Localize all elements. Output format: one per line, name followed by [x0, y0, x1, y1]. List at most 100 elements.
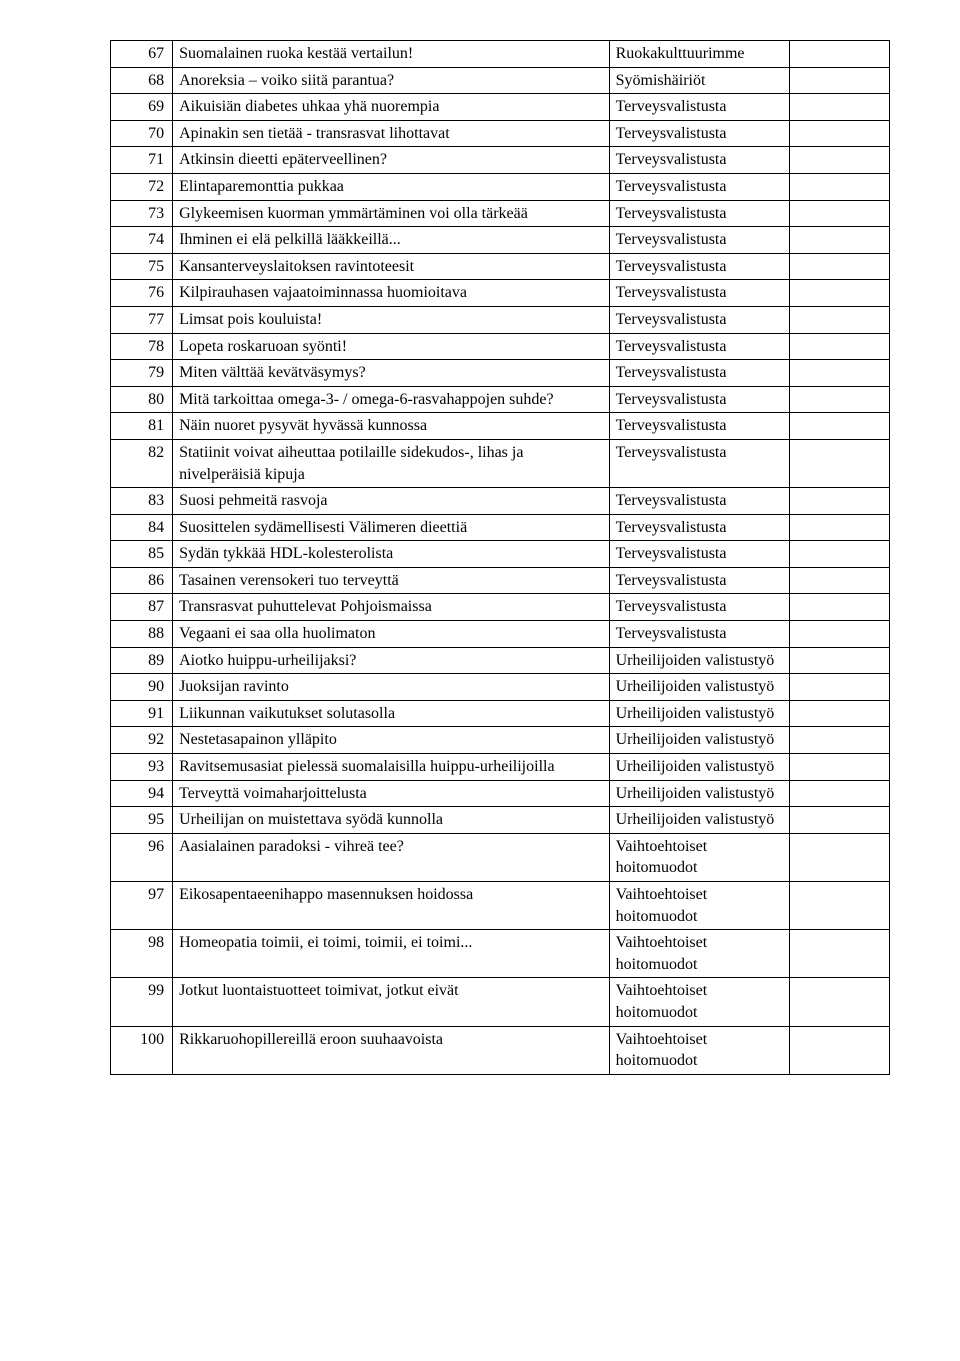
row-category: Urheilijoiden valistustyö: [609, 727, 789, 754]
row-category: Urheilijoiden valistustyö: [609, 674, 789, 701]
row-number: 82: [111, 439, 173, 487]
row-extra: [789, 978, 889, 1026]
row-extra: [789, 333, 889, 360]
row-extra: [789, 306, 889, 333]
table-row: 69Aikuisiän diabetes uhkaa yhä nuorempia…: [111, 94, 890, 121]
row-number: 90: [111, 674, 173, 701]
row-extra: [789, 227, 889, 254]
row-title: Kansanterveyslaitoksen ravintoteesit: [173, 253, 610, 280]
row-extra: [789, 280, 889, 307]
table-row: 80Mitä tarkoittaa omega-3- / omega-6-ras…: [111, 386, 890, 413]
row-extra: [789, 621, 889, 648]
row-title: Suosittelen sydämellisesti Välimeren die…: [173, 514, 610, 541]
row-number: 84: [111, 514, 173, 541]
row-category: Syömishäiriöt: [609, 67, 789, 94]
row-title: Miten välttää kevätväsymys?: [173, 360, 610, 387]
row-category: Ruokakulttuurimme: [609, 41, 789, 68]
table-row: 86Tasainen verensokeri tuo terveyttäTerv…: [111, 567, 890, 594]
row-category: Terveysvalistusta: [609, 306, 789, 333]
row-extra: [789, 754, 889, 781]
row-number: 81: [111, 413, 173, 440]
row-number: 73: [111, 200, 173, 227]
table-row: 78Lopeta roskaruoan syönti!Terveysvalist…: [111, 333, 890, 360]
row-number: 67: [111, 41, 173, 68]
table-row: 81Näin nuoret pysyvät hyvässä kunnossaTe…: [111, 413, 890, 440]
row-title: Rikkaruohopillereillä eroon suuhaavoista: [173, 1026, 610, 1074]
table-row: 90Juoksijan ravintoUrheilijoiden valistu…: [111, 674, 890, 701]
row-number: 96: [111, 833, 173, 881]
row-extra: [789, 833, 889, 881]
table-row: 94Terveyttä voimaharjoittelustaUrheilijo…: [111, 780, 890, 807]
row-category: Terveysvalistusta: [609, 333, 789, 360]
row-extra: [789, 727, 889, 754]
row-extra: [789, 41, 889, 68]
row-title: Homeopatia toimii, ei toimi, toimii, ei …: [173, 930, 610, 978]
row-title: Anoreksia – voiko siitä parantua?: [173, 67, 610, 94]
row-category: Urheilijoiden valistustyö: [609, 700, 789, 727]
table-row: 91Liikunnan vaikutukset solutasollaUrhei…: [111, 700, 890, 727]
row-title: Suomalainen ruoka kestää vertailun!: [173, 41, 610, 68]
row-number: 100: [111, 1026, 173, 1074]
row-extra: [789, 439, 889, 487]
row-number: 68: [111, 67, 173, 94]
row-title: Limsat pois kouluista!: [173, 306, 610, 333]
page: 67Suomalainen ruoka kestää vertailun!Ruo…: [0, 0, 960, 1115]
row-extra: [789, 253, 889, 280]
row-category: Terveysvalistusta: [609, 253, 789, 280]
table-row: 92Nestetasapainon ylläpitoUrheilijoiden …: [111, 727, 890, 754]
row-extra: [789, 488, 889, 515]
row-extra: [789, 930, 889, 978]
row-title: Vegaani ei saa olla huolimaton: [173, 621, 610, 648]
table-row: 74Ihminen ei elä pelkillä lääkkeillä...T…: [111, 227, 890, 254]
table-row: 79Miten välttää kevätväsymys?Terveysvali…: [111, 360, 890, 387]
row-category: Urheilijoiden valistustyö: [609, 780, 789, 807]
table-row: 98Homeopatia toimii, ei toimi, toimii, e…: [111, 930, 890, 978]
row-category: Terveysvalistusta: [609, 541, 789, 568]
row-extra: [789, 173, 889, 200]
row-number: 74: [111, 227, 173, 254]
table-row: 72Elintaparemonttia pukkaaTerveysvalistu…: [111, 173, 890, 200]
row-extra: [789, 674, 889, 701]
row-number: 72: [111, 173, 173, 200]
row-extra: [789, 1026, 889, 1074]
row-number: 93: [111, 754, 173, 781]
row-title: Sydän tykkää HDL-kolesterolista: [173, 541, 610, 568]
table-row: 75Kansanterveyslaitoksen ravintoteesitTe…: [111, 253, 890, 280]
row-extra: [789, 700, 889, 727]
row-number: 86: [111, 567, 173, 594]
table-row: 93Ravitsemusasiat pielessä suomalaisilla…: [111, 754, 890, 781]
row-number: 88: [111, 621, 173, 648]
table-row: 85Sydän tykkää HDL-kolesterolistaTerveys…: [111, 541, 890, 568]
row-extra: [789, 647, 889, 674]
row-extra: [789, 780, 889, 807]
row-title: Näin nuoret pysyvät hyvässä kunnossa: [173, 413, 610, 440]
row-title: Mitä tarkoittaa omega-3- / omega-6-rasva…: [173, 386, 610, 413]
table-row: 89Aiotko huippu-urheilijaksi?Urheilijoid…: [111, 647, 890, 674]
row-extra: [789, 94, 889, 121]
row-category: Terveysvalistusta: [609, 567, 789, 594]
row-category: Terveysvalistusta: [609, 280, 789, 307]
row-number: 94: [111, 780, 173, 807]
row-title: Kilpirauhasen vajaatoiminnassa huomioita…: [173, 280, 610, 307]
row-category: Urheilijoiden valistustyö: [609, 647, 789, 674]
row-category: Terveysvalistusta: [609, 120, 789, 147]
row-category: Vaihtoehtoiset hoitomuodot: [609, 930, 789, 978]
row-category: Terveysvalistusta: [609, 439, 789, 487]
row-number: 95: [111, 807, 173, 834]
row-title: Ihminen ei elä pelkillä lääkkeillä...: [173, 227, 610, 254]
row-number: 76: [111, 280, 173, 307]
row-number: 85: [111, 541, 173, 568]
row-title: Statiinit voivat aiheuttaa potilaille si…: [173, 439, 610, 487]
row-number: 70: [111, 120, 173, 147]
row-number: 80: [111, 386, 173, 413]
table-row: 71Atkinsin dieetti epäterveellinen?Terve…: [111, 147, 890, 174]
row-category: Terveysvalistusta: [609, 488, 789, 515]
row-extra: [789, 882, 889, 930]
row-number: 78: [111, 333, 173, 360]
row-category: Terveysvalistusta: [609, 594, 789, 621]
row-title: Terveyttä voimaharjoittelusta: [173, 780, 610, 807]
table-row: 83Suosi pehmeitä rasvojaTerveysvalistust…: [111, 488, 890, 515]
row-extra: [789, 147, 889, 174]
row-extra: [789, 386, 889, 413]
row-category: Urheilijoiden valistustyö: [609, 807, 789, 834]
